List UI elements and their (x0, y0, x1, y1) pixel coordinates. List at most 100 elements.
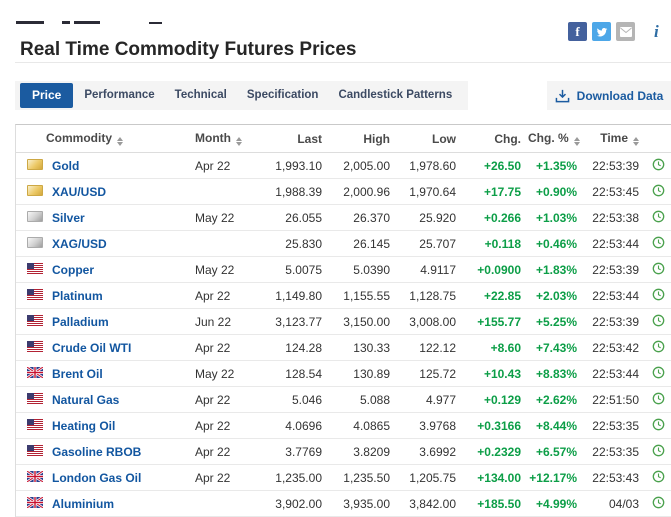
month-cell: May 22 (185, 360, 243, 387)
twitter-share-icon[interactable] (592, 22, 611, 41)
gold-bar-icon (27, 158, 43, 173)
time-cell: 04/03 (583, 490, 645, 517)
commodity-link[interactable]: XAG/USD (52, 236, 107, 251)
column-header-clock (645, 125, 671, 153)
last-cell: 3,902.00 (243, 490, 328, 517)
clock-icon (652, 184, 665, 200)
page-title: Real Time Commodity Futures Prices (20, 38, 357, 60)
commodity-link[interactable]: Platinum (52, 288, 103, 303)
commodity-link[interactable]: London Gas Oil (52, 470, 142, 485)
change-percent-cell: +5.25% (527, 308, 583, 335)
low-cell: 3.9768 (396, 412, 462, 439)
table-header-row: Commodity Month Last High Low Chg. Chg. % Time (16, 125, 671, 153)
commodity-link[interactable]: XAU/USD (52, 184, 107, 199)
time-cell: 22:53:39 (583, 256, 645, 283)
change-percent-cell: +6.57% (527, 438, 583, 465)
download-icon (555, 89, 569, 102)
cropped-text-artifact (16, 21, 44, 24)
envelope-icon (619, 26, 632, 37)
tab-specification[interactable]: Specification (246, 89, 319, 101)
time-cell: 22:53:35 (583, 412, 645, 439)
column-header-low[interactable]: Low (396, 125, 462, 153)
last-cell: 3,123.77 (243, 308, 328, 335)
time-cell: 22:53:45 (583, 178, 645, 205)
month-cell (185, 178, 243, 205)
tab-technical[interactable]: Technical (174, 89, 227, 101)
sort-icon[interactable] (235, 137, 242, 146)
clock-icon (652, 158, 665, 174)
month-cell (185, 490, 243, 517)
low-cell: 125.72 (396, 360, 462, 387)
us-flag-icon (27, 340, 43, 355)
commodity-link[interactable]: Palladium (52, 314, 109, 329)
clock-icon (652, 210, 665, 226)
time-cell: 22:53:43 (583, 464, 645, 491)
high-cell: 130.33 (328, 334, 396, 361)
high-cell: 26.145 (328, 230, 396, 257)
tab-performance[interactable]: Performance (84, 89, 155, 101)
change-percent-cell: +8.44% (527, 412, 583, 439)
commodity-link[interactable]: Aluminium (52, 496, 114, 511)
share-buttons: f (568, 22, 635, 41)
sort-icon[interactable] (633, 137, 639, 146)
commodity-link[interactable]: Crude Oil WTI (52, 340, 132, 355)
column-header-commodity[interactable]: Commodity (16, 125, 185, 153)
column-header-chg[interactable]: Chg. % (527, 125, 583, 153)
high-cell: 1,235.50 (328, 464, 396, 491)
table-row: XAU/USD 1,988.39 2,000.96 1,970.64 +17.75 +0.… (16, 178, 671, 205)
change-cell: +155.77 (462, 308, 527, 335)
cropped-text-artifact (62, 21, 70, 24)
cropped-text-artifact (149, 22, 162, 24)
table-row: Silver May 22 26.055 26.370 25.920 +0.266 +1.0… (16, 204, 671, 231)
gold-bar-icon (27, 184, 43, 199)
commodity-link[interactable]: Silver (52, 210, 85, 225)
column-header-chg[interactable]: Chg. (462, 125, 527, 153)
commodity-link[interactable]: Copper (52, 262, 94, 277)
last-cell: 4.0696 (243, 412, 328, 439)
table-row: Aluminium 3,902.00 3,935.00 3,842.00 +185.50… (16, 490, 671, 517)
change-cell: +0.2329 (462, 438, 527, 465)
time-cell: 22:53:39 (583, 308, 645, 335)
commodity-link[interactable]: Gasoline RBOB (52, 444, 142, 459)
column-header-high[interactable]: High (328, 125, 396, 153)
us-flag-icon (27, 314, 43, 329)
uk-flag-icon (26, 495, 44, 511)
commodity-link[interactable]: Natural Gas (52, 392, 120, 407)
commodity-table-body: Gold Apr 22 1,993.10 2,005.00 1,978.60 +26.50… (16, 152, 671, 517)
change-cell: +0.129 (462, 386, 527, 413)
low-cell: 1,128.75 (396, 282, 462, 309)
low-cell: 1,205.75 (396, 464, 462, 491)
header-divider (15, 62, 671, 63)
us-flag-icon (27, 392, 43, 407)
commodity-link[interactable]: Brent Oil (52, 366, 103, 381)
time-cell: 22:53:44 (583, 230, 645, 257)
high-cell: 3.8209 (328, 438, 396, 465)
download-data-label: Download Data (576, 88, 664, 103)
facebook-share-icon[interactable]: f (568, 22, 587, 41)
last-cell: 1,235.00 (243, 464, 328, 491)
commodity-link[interactable]: Gold (52, 158, 80, 173)
column-header-time[interactable]: Time (583, 125, 645, 153)
low-cell: 4.977 (396, 386, 462, 413)
sort-icon[interactable] (117, 137, 123, 146)
email-share-icon[interactable] (616, 22, 635, 41)
month-cell: May 22 (185, 256, 243, 283)
us-flag-icon (27, 444, 43, 459)
change-cell: +22.85 (462, 282, 527, 309)
sort-icon[interactable] (573, 137, 580, 146)
info-icon[interactable]: i (654, 22, 659, 41)
last-cell: 1,149.80 (243, 282, 328, 309)
column-header-month[interactable]: Month (185, 125, 243, 153)
cropped-text-artifact (74, 21, 100, 24)
column-header-last[interactable]: Last (243, 125, 328, 153)
change-cell: +8.60 (462, 334, 527, 361)
high-cell: 2,000.96 (328, 178, 396, 205)
change-percent-cell: +8.83% (527, 360, 583, 387)
change-cell: +0.118 (462, 230, 527, 257)
table-row: Palladium Jun 22 3,123.77 3,150.00 3,008.00 +… (16, 308, 671, 335)
change-percent-cell: +4.99% (527, 490, 583, 517)
download-data-button[interactable]: Download Data (547, 81, 671, 110)
tab-candlestick-patterns[interactable]: Candlestick Patterns (338, 89, 453, 101)
tab-price[interactable]: Price (20, 83, 74, 108)
commodity-link[interactable]: Heating Oil (52, 418, 116, 433)
